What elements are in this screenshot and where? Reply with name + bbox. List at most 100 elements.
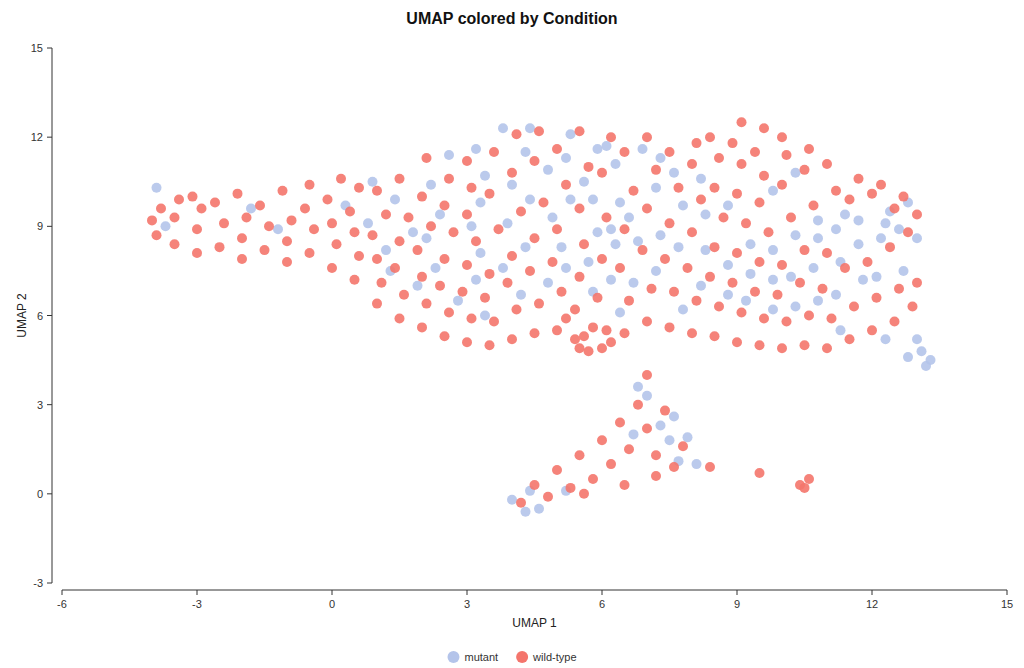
point <box>764 227 774 237</box>
point <box>606 275 616 285</box>
point <box>507 495 517 505</box>
point <box>656 153 666 163</box>
point <box>503 278 513 288</box>
points <box>147 117 936 516</box>
point <box>683 263 693 273</box>
point <box>368 230 378 240</box>
point <box>741 218 751 228</box>
point <box>462 337 472 347</box>
point <box>557 287 567 297</box>
point <box>840 263 850 273</box>
point <box>854 239 864 249</box>
point <box>543 492 553 502</box>
point <box>620 480 630 490</box>
point <box>750 147 760 157</box>
point <box>444 150 454 160</box>
point <box>737 159 747 169</box>
point <box>597 254 607 264</box>
point <box>723 201 733 211</box>
point <box>575 126 585 136</box>
point <box>890 316 900 326</box>
point <box>849 302 859 312</box>
point <box>156 204 166 214</box>
y-tick <box>47 137 52 138</box>
point <box>885 242 895 252</box>
point <box>485 189 495 199</box>
point <box>624 296 634 306</box>
point <box>696 195 706 205</box>
point <box>345 206 355 216</box>
legend-marker <box>516 651 528 663</box>
point <box>444 174 454 184</box>
point <box>678 201 688 211</box>
point <box>525 123 535 133</box>
point <box>197 204 207 214</box>
point <box>620 147 630 157</box>
y-tick <box>47 226 52 227</box>
point <box>210 198 220 208</box>
point <box>723 290 733 300</box>
x-tick-label: 15 <box>1001 598 1013 610</box>
point <box>516 206 526 216</box>
point <box>741 296 751 306</box>
y-tick-label: 12 <box>31 131 43 143</box>
point <box>854 174 864 184</box>
point <box>746 239 756 249</box>
point <box>611 159 621 169</box>
point <box>552 465 562 475</box>
point <box>867 189 877 199</box>
point <box>894 284 904 294</box>
point <box>674 242 684 252</box>
point <box>260 245 270 255</box>
x-tick <box>872 590 873 595</box>
point <box>656 230 666 240</box>
x-tick-label: 0 <box>329 598 335 610</box>
point <box>530 156 540 166</box>
point <box>458 287 468 297</box>
point <box>476 248 486 258</box>
point <box>912 278 922 288</box>
point <box>543 278 553 288</box>
point <box>170 239 180 249</box>
point <box>476 198 486 208</box>
point <box>624 212 634 222</box>
point <box>867 325 877 335</box>
point <box>786 272 796 282</box>
point <box>426 221 436 231</box>
point <box>768 275 778 285</box>
point <box>620 224 630 234</box>
point <box>687 159 697 169</box>
point <box>854 215 864 225</box>
point <box>350 227 360 237</box>
point <box>858 275 868 285</box>
legend-marker <box>447 651 459 663</box>
y-tick-label: 3 <box>37 399 43 411</box>
point <box>633 382 643 392</box>
point <box>773 290 783 300</box>
point <box>462 209 472 219</box>
point <box>395 313 405 323</box>
point <box>822 248 832 258</box>
point <box>435 281 445 291</box>
point <box>327 263 337 273</box>
point <box>755 340 765 350</box>
point <box>147 215 157 225</box>
point <box>656 420 666 430</box>
point <box>368 177 378 187</box>
point <box>813 296 823 306</box>
point <box>480 293 490 303</box>
point <box>629 186 639 196</box>
chart: UMAP colored by Condition-6-303691215-30… <box>0 0 1024 668</box>
point <box>305 180 315 190</box>
point <box>215 242 225 252</box>
point <box>219 218 229 228</box>
point <box>480 171 490 181</box>
x-tick <box>467 590 468 595</box>
point <box>827 313 837 323</box>
point <box>512 305 522 315</box>
point <box>579 489 589 499</box>
point <box>809 201 819 211</box>
point <box>651 471 661 481</box>
y-tick <box>47 493 52 494</box>
point <box>282 236 292 246</box>
